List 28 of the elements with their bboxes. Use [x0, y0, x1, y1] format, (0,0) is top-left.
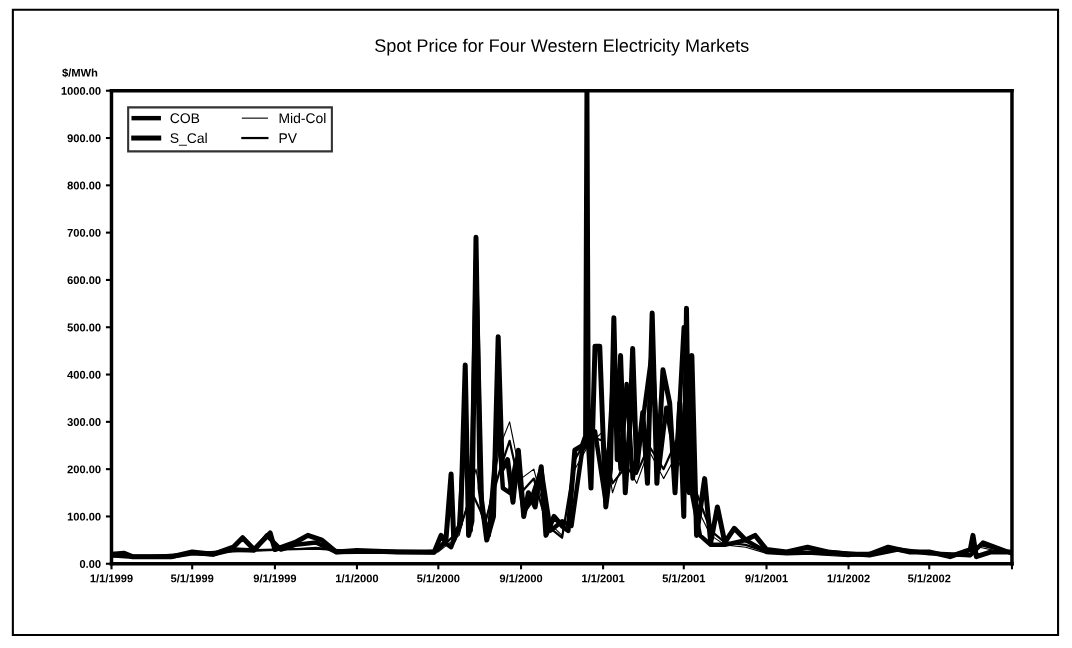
x-tick-label: 1/1/2002	[827, 574, 870, 583]
legend-label: COB	[170, 113, 200, 124]
y-tick-label: 500.00	[67, 323, 101, 332]
chart-title: Spot Price for Four Western Electricity Markets	[375, 38, 749, 56]
x-tick-label: 1/1/2001	[582, 574, 625, 583]
x-tick-label: 5/1/2002	[907, 574, 951, 583]
y-tick-label: 900.00	[67, 134, 101, 143]
x-tick-label: 9/1/2001	[745, 574, 788, 583]
x-tick-label: 5/1/1999	[170, 574, 214, 583]
y-tick-label: 1000.00	[61, 86, 101, 95]
y-tick-label: 700.00	[67, 228, 101, 237]
y-tick-label: 600.00	[67, 276, 101, 285]
y-axis-title: $/MWh	[62, 68, 98, 78]
legend-label: PV	[279, 133, 297, 143]
y-tick-label: 0.00	[79, 560, 101, 568]
y-tick-label: 800.00	[67, 181, 101, 190]
x-tick-label: 9/1/1999	[253, 574, 297, 583]
x-tick-label: 9/1/2000	[499, 574, 543, 583]
y-tick-label: 200.00	[67, 465, 101, 474]
x-tick-label: 5/1/2001	[662, 574, 706, 583]
legend-label: S_Cal	[170, 132, 207, 146]
x-tick-label: 1/1/1999	[90, 574, 133, 583]
legend-label: Mid-Col	[279, 112, 326, 124]
x-tick-label: 1/1/2000	[336, 574, 379, 583]
y-tick-label: 100.00	[67, 512, 101, 521]
y-tick-label: 400.00	[67, 370, 101, 379]
y-tick-label: 300.00	[67, 418, 101, 426]
x-tick-label: 5/1/2000	[417, 574, 460, 583]
